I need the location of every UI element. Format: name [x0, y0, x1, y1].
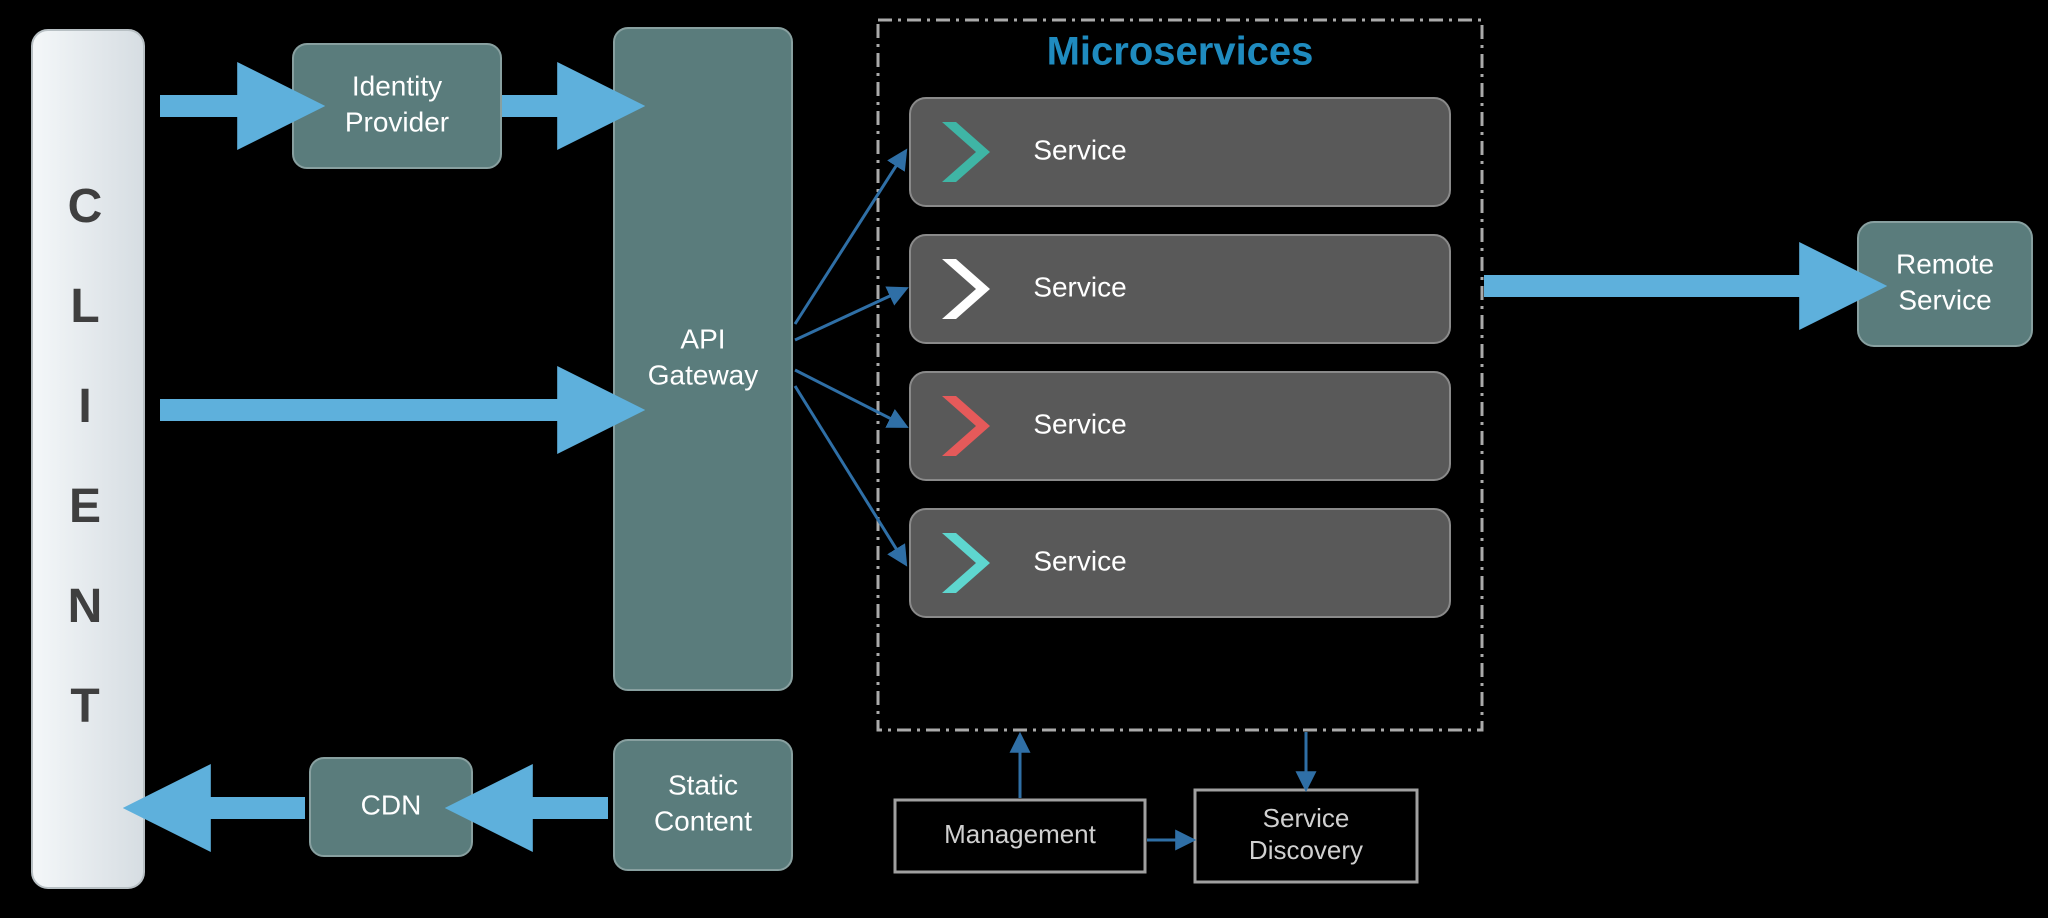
service-box-4: Service	[910, 509, 1450, 617]
arrow-api-to-service-3	[795, 370, 905, 426]
svg-text:Content: Content	[654, 805, 752, 836]
service-label: Service	[1033, 408, 1126, 439]
arrow-api-to-service-4	[795, 386, 905, 563]
svg-text:Microservices: Microservices	[1047, 30, 1314, 74]
svg-text:Gateway: Gateway	[648, 359, 759, 390]
remote-service-box: Remote Service	[1858, 222, 2032, 346]
service-label: Service	[1033, 134, 1126, 165]
svg-text:Remote: Remote	[1896, 248, 1994, 279]
microservices-container: Microservices Service Service Service Servi…	[878, 20, 1482, 730]
svg-text:Management: Management	[944, 819, 1097, 849]
architecture-diagram: CLIENT Identity Provider API Gateway CDN…	[0, 0, 2048, 918]
svg-text:Identity: Identity	[352, 70, 442, 101]
api-gateway-box: API Gateway	[614, 28, 792, 690]
svg-text:Static: Static	[668, 769, 738, 800]
svg-text:Service: Service	[1898, 284, 1991, 315]
identity-provider-box: Identity Provider	[293, 44, 501, 168]
service-label: Service	[1033, 545, 1126, 576]
service-box-2: Service	[910, 235, 1450, 343]
svg-text:Service: Service	[1263, 803, 1350, 833]
management-box: Management	[895, 800, 1145, 872]
static-content-box: Static Content	[614, 740, 792, 870]
client-box: CLIENT	[32, 30, 144, 888]
svg-text:CDN: CDN	[361, 789, 422, 820]
cdn-box: CDN	[310, 758, 472, 856]
svg-text:Provider: Provider	[345, 106, 449, 137]
service-box-3: Service	[910, 372, 1450, 480]
svg-text:Discovery: Discovery	[1249, 835, 1363, 865]
svg-text:API: API	[680, 323, 725, 354]
service-discovery-box: Service Discovery	[1195, 790, 1417, 882]
service-label: Service	[1033, 271, 1126, 302]
service-box-1: Service	[910, 98, 1450, 206]
